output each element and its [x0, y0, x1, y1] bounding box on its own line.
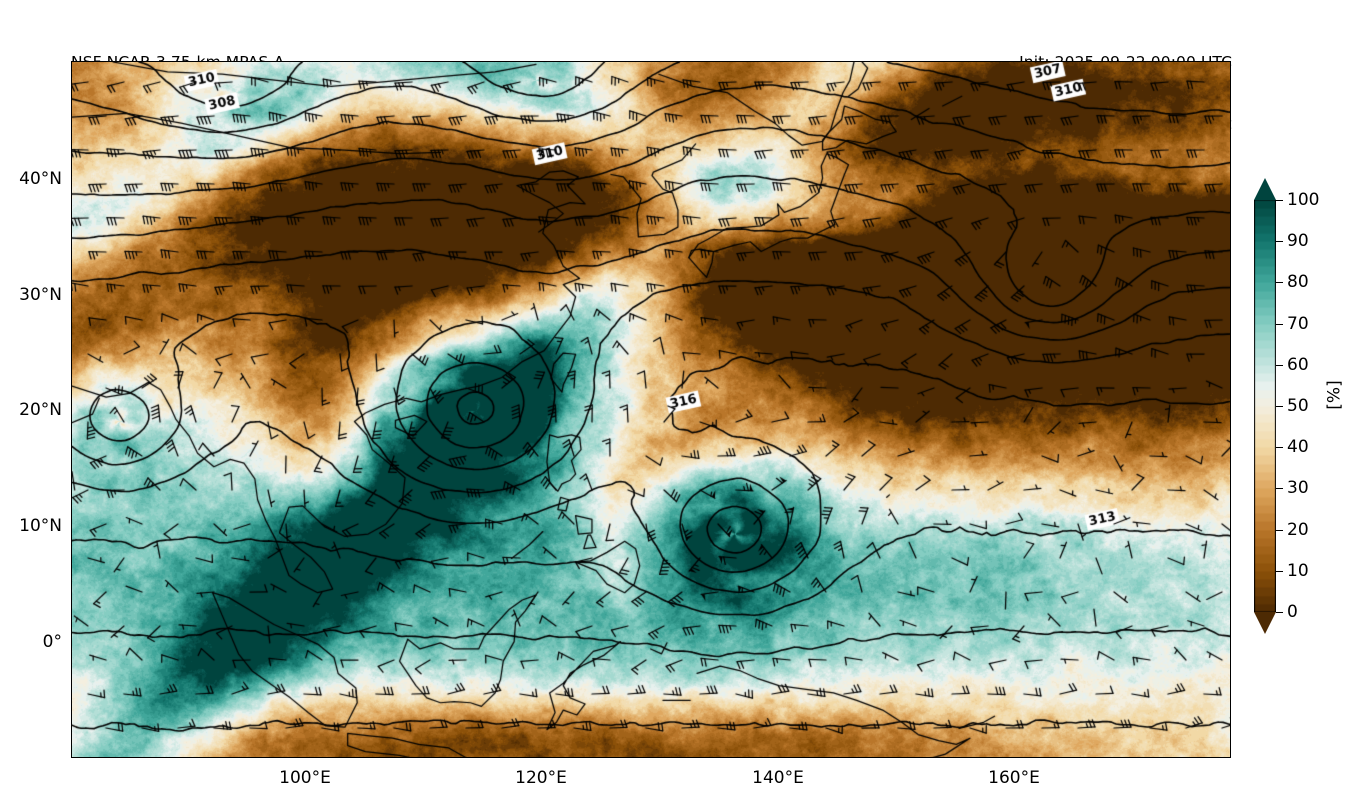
latitude-tick-label: 30°N: [19, 285, 62, 305]
colorbar-tick-mark: [1276, 406, 1283, 407]
colorbar-tick-label: 70: [1287, 313, 1309, 334]
colorbar-tick-label: 20: [1287, 519, 1309, 540]
colorbar-tick-label: 0: [1287, 602, 1298, 622]
colorbar-tick-mark: [1276, 282, 1283, 284]
longitude-tick-label: 100°E: [279, 768, 331, 788]
colorbar-tick-label: 10: [1287, 560, 1309, 581]
colorbar-tick-mark: [1276, 488, 1283, 490]
colorbar-under-arrow-icon: [1254, 612, 1276, 634]
colorbar-tick-label: 80: [1287, 272, 1309, 293]
colorbar-tick-label: 50: [1287, 396, 1309, 416]
longitude-tick-label: 140°E: [752, 768, 804, 788]
longitude-tick-label: 160°E: [988, 768, 1040, 788]
colorbar-tick-mark: [1276, 447, 1283, 449]
colorbar-unit-label: [%]: [1324, 380, 1345, 410]
colorbar[interactable]: 100 90 80 70 60 50 40 30 20 10 0: [1254, 178, 1319, 634]
colorbar-tick-label: 40: [1287, 437, 1309, 458]
colorbar-tick-label: 100: [1287, 190, 1320, 210]
colorbar-tick-mark: [1276, 529, 1283, 531]
colorbar-gradient: [1254, 200, 1276, 612]
colorbar-tick-mark: [1276, 200, 1283, 201]
latitude-tick-label: 40°N: [19, 169, 62, 189]
colorbar-tick-mark: [1276, 323, 1283, 325]
colorbar-over-arrow-icon: [1254, 178, 1276, 200]
colorbar-tick-label: 30: [1287, 478, 1309, 499]
colorbar-tick-mark: [1276, 570, 1283, 572]
longitude-tick-label: 120°E: [515, 768, 567, 788]
colorbar-tick-label: 60: [1287, 354, 1309, 375]
colorbar-tick-mark: [1276, 364, 1283, 366]
colorbar-tick-mark: [1276, 241, 1283, 243]
latitude-tick-label: 0°: [42, 632, 62, 652]
latitude-tick-label: 20°N: [19, 400, 62, 420]
latitude-tick-label: 10°N: [19, 516, 62, 536]
colorbar-tick-label: 90: [1287, 231, 1309, 252]
relative-humidity-map-canvas: [72, 62, 1230, 757]
colorbar-tick-mark: [1276, 612, 1283, 613]
map-plot-area[interactable]: [71, 61, 1231, 758]
